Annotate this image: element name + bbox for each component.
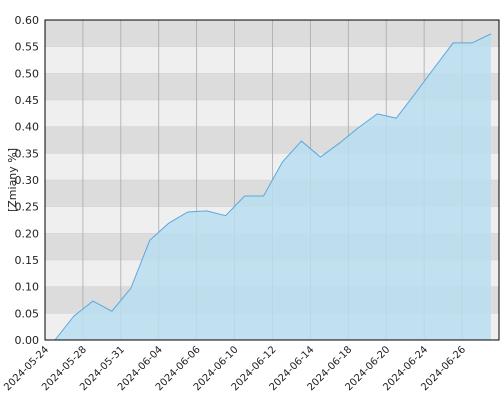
y-tick-label: 0.55 [15, 41, 40, 54]
grid-band [45, 20, 499, 47]
plot-frame [44, 19, 500, 341]
y-tick-label: 0.25 [15, 201, 40, 214]
area [55, 33, 491, 340]
y-tick-label: 0.10 [15, 281, 40, 294]
y-tick-label: 0.30 [15, 174, 40, 187]
y-tick-label: 0.00 [15, 334, 40, 347]
y-tick-label: 0.05 [15, 307, 40, 320]
y-tick-label: 0.15 [15, 254, 40, 267]
y-tick-label: 0.45 [15, 94, 40, 107]
y-tick-label: 0.40 [15, 121, 40, 134]
grid-band [45, 46, 499, 74]
y-axis-label: [Zmiany %] [6, 148, 19, 212]
y-tick-label: 0.35 [15, 147, 40, 160]
y-tick-label: 0.50 [15, 67, 40, 80]
y-tick-label: 0.20 [15, 227, 40, 240]
y-tick-label: 0.60 [15, 14, 40, 27]
line [54, 33, 492, 341]
